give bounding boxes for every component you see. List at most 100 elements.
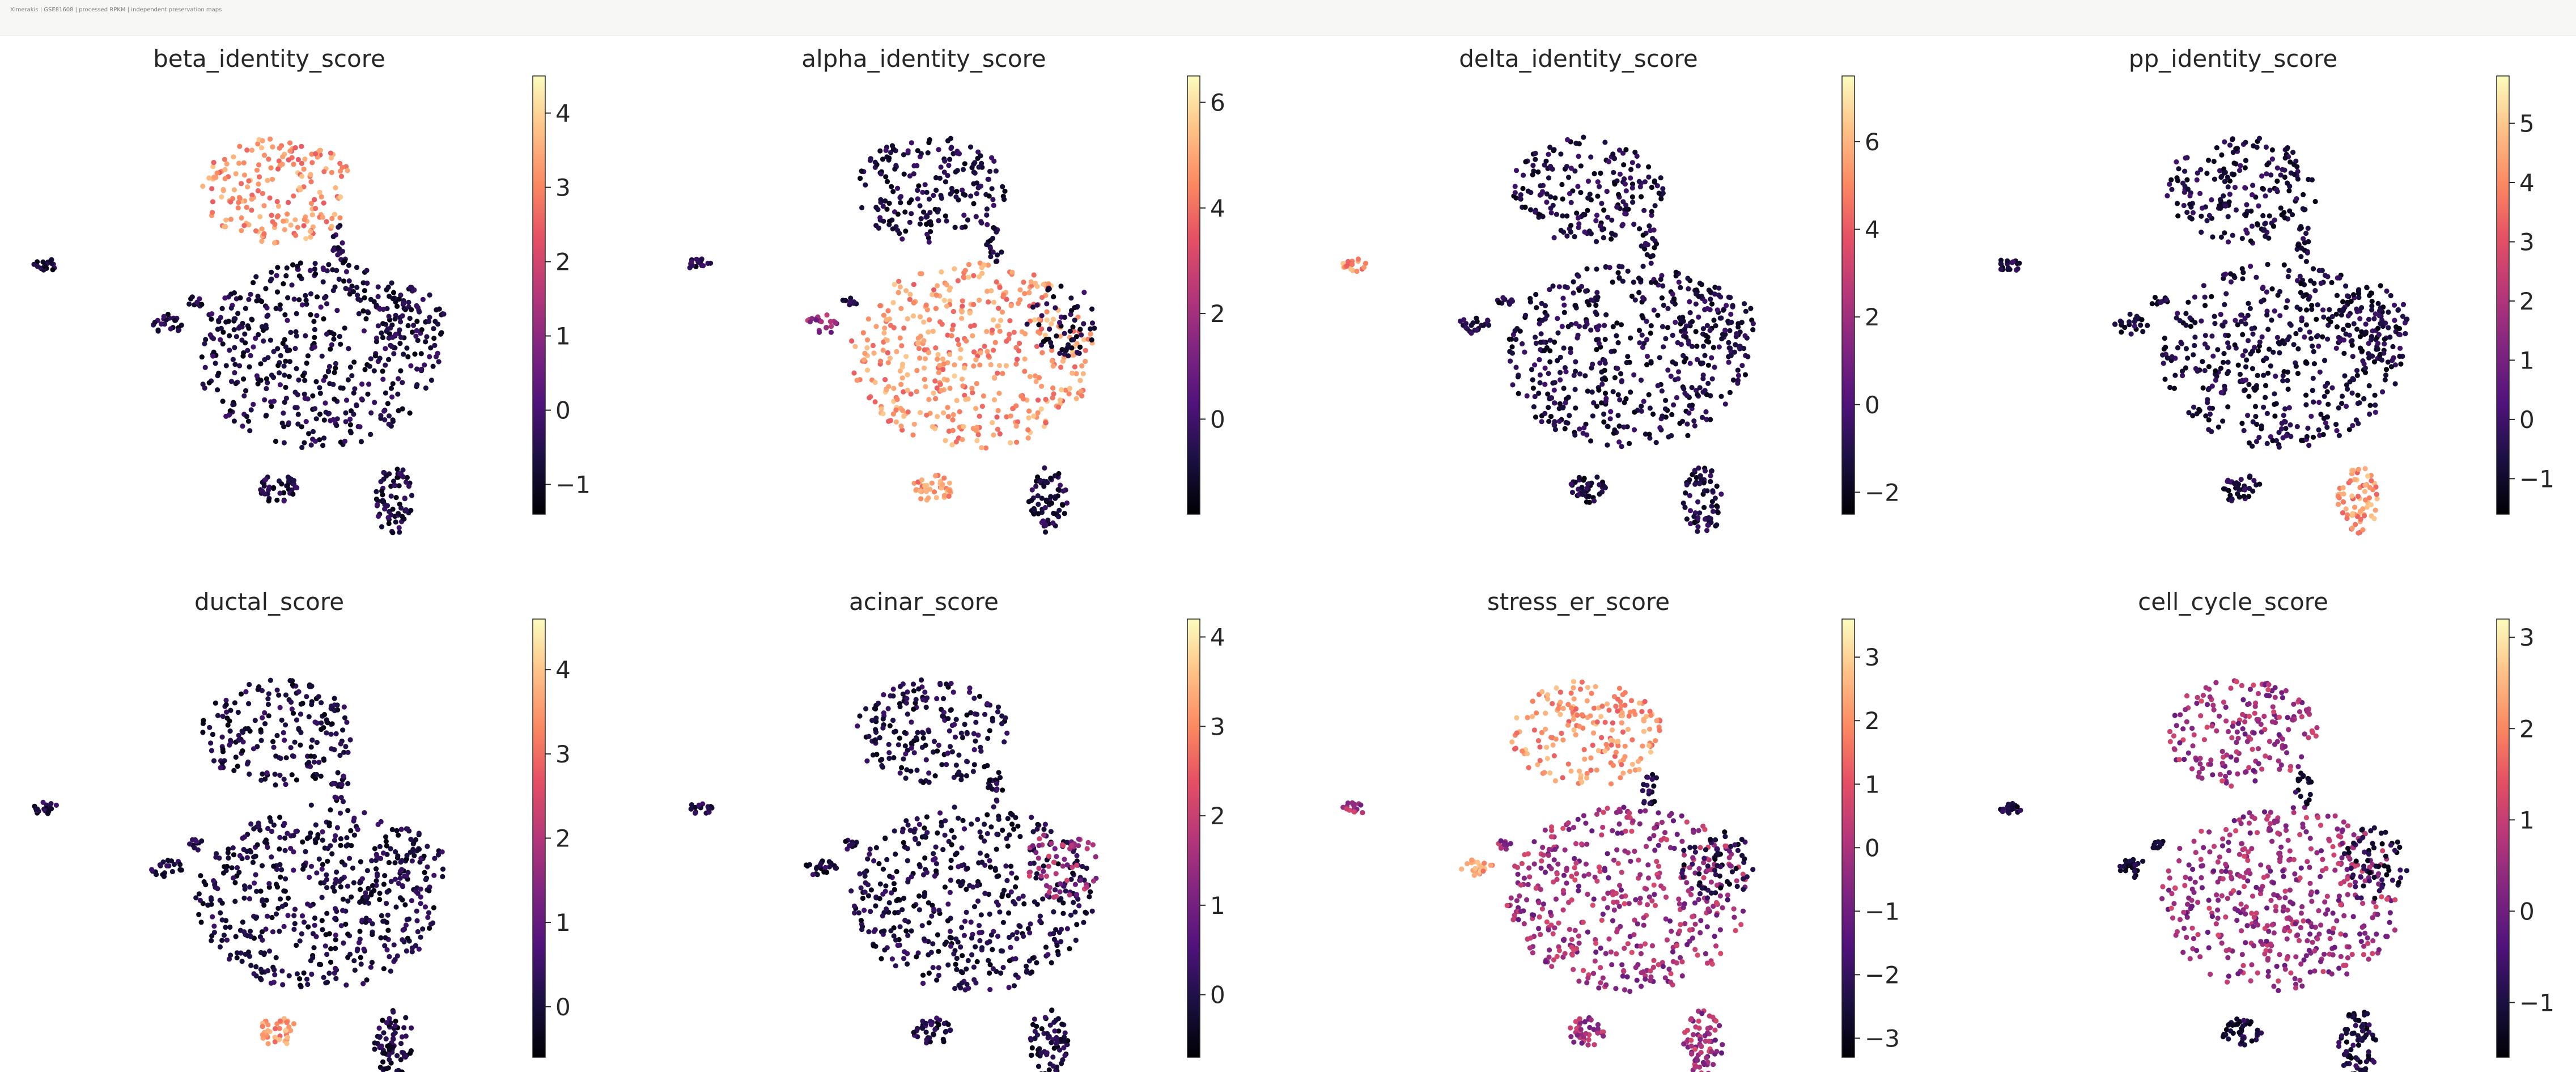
cell-point bbox=[299, 143, 304, 149]
cell-point bbox=[209, 897, 214, 902]
cell-point bbox=[425, 864, 430, 870]
cell-point bbox=[1480, 323, 1486, 328]
cell-point bbox=[47, 259, 53, 265]
cell-point bbox=[877, 881, 883, 887]
cell-point bbox=[952, 722, 957, 727]
cell-point bbox=[358, 955, 363, 960]
cell-point bbox=[948, 681, 954, 687]
cell-point bbox=[1631, 372, 1637, 378]
cell-point bbox=[964, 338, 969, 344]
cell-point bbox=[902, 917, 908, 923]
cell-point bbox=[903, 228, 909, 234]
cell-point bbox=[2307, 329, 2312, 335]
cell-point bbox=[926, 239, 932, 245]
cell-point bbox=[1002, 188, 1008, 194]
cell-point bbox=[1542, 348, 1547, 354]
cell-point bbox=[1013, 956, 1018, 961]
cell-point bbox=[957, 409, 962, 414]
cell-point bbox=[236, 160, 242, 166]
cell-point bbox=[252, 880, 257, 886]
cell-point bbox=[2384, 288, 2390, 294]
cell-point bbox=[1673, 269, 1679, 275]
cell-point bbox=[828, 324, 834, 329]
cell-point bbox=[941, 475, 947, 481]
cell-point bbox=[1583, 289, 1589, 294]
cell-point bbox=[923, 384, 928, 389]
cell-point bbox=[1684, 482, 1690, 488]
cell-point bbox=[2295, 346, 2301, 352]
cell-point bbox=[984, 241, 990, 248]
cell-point bbox=[2318, 412, 2324, 417]
cell-point bbox=[380, 321, 386, 327]
cell-point bbox=[394, 1068, 400, 1072]
cell-point bbox=[328, 346, 333, 352]
cell-point bbox=[885, 350, 890, 356]
cell-point bbox=[1687, 493, 1692, 498]
cell-point bbox=[199, 838, 205, 844]
cell-point bbox=[2290, 150, 2296, 155]
cell-point bbox=[987, 911, 992, 917]
cell-point bbox=[1530, 377, 1535, 383]
cell-point bbox=[316, 856, 322, 862]
cell-point bbox=[991, 397, 998, 402]
cell-point bbox=[1567, 191, 1573, 197]
cell-point bbox=[298, 260, 303, 266]
cell-point bbox=[916, 183, 922, 189]
cell-point bbox=[2340, 510, 2345, 516]
cell-point bbox=[2349, 526, 2355, 531]
cell-point bbox=[2403, 331, 2408, 337]
cell-point bbox=[1523, 159, 1529, 164]
cell-point bbox=[232, 370, 237, 376]
cell-point bbox=[400, 883, 405, 889]
cell-point bbox=[213, 361, 218, 366]
cell-point bbox=[388, 968, 393, 974]
cell-point bbox=[2197, 190, 2203, 196]
cell-point bbox=[903, 928, 909, 934]
cell-point bbox=[302, 378, 308, 383]
cell-point bbox=[265, 968, 270, 973]
cell-point bbox=[2374, 346, 2379, 352]
cell-point bbox=[962, 268, 968, 273]
cell-point bbox=[1561, 345, 1567, 351]
cell-point bbox=[318, 773, 324, 779]
cell-point bbox=[708, 260, 714, 266]
cell-point bbox=[1684, 421, 1690, 427]
cell-point bbox=[2392, 362, 2398, 368]
cell-point bbox=[871, 858, 877, 864]
cell-point bbox=[206, 380, 212, 385]
cell-point bbox=[977, 829, 983, 835]
cell-point bbox=[258, 361, 264, 367]
cell-point bbox=[880, 716, 886, 722]
cell-point bbox=[1025, 427, 1031, 433]
cell-point bbox=[1022, 331, 1028, 337]
cell-point bbox=[325, 846, 331, 851]
cell-point bbox=[1033, 379, 1039, 384]
cell-point bbox=[899, 343, 905, 349]
cell-point bbox=[435, 350, 440, 356]
cell-point bbox=[945, 716, 951, 722]
cell-point bbox=[1694, 344, 1700, 349]
cell-point bbox=[260, 138, 265, 143]
cell-point bbox=[931, 489, 937, 495]
cell-point bbox=[326, 931, 332, 937]
cell-point bbox=[269, 269, 274, 275]
cell-point bbox=[248, 353, 253, 359]
cell-point bbox=[1602, 358, 1607, 363]
cell-point bbox=[2240, 332, 2246, 337]
cell-point bbox=[1013, 403, 1019, 409]
cell-point bbox=[933, 473, 939, 479]
cell-point bbox=[1556, 406, 1562, 412]
cell-point bbox=[1544, 200, 1550, 205]
cell-point bbox=[2250, 443, 2255, 449]
cell-point bbox=[2203, 413, 2209, 419]
cell-point bbox=[933, 495, 939, 501]
cell-point bbox=[281, 363, 287, 369]
cell-point bbox=[264, 770, 270, 776]
cell-point bbox=[1636, 290, 1642, 295]
cell-point bbox=[926, 770, 932, 776]
cell-point bbox=[895, 227, 901, 233]
cell-point bbox=[984, 289, 990, 294]
cell-point bbox=[1546, 151, 1551, 157]
cell-point bbox=[275, 265, 281, 270]
